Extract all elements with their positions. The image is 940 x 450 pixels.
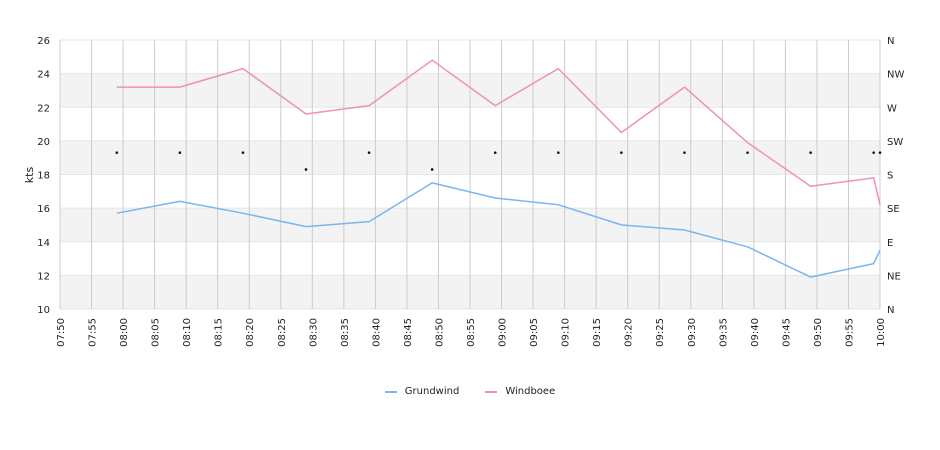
y2-axis-ticks: N NE E SE S SW W NW N xyxy=(887,36,904,316)
direction-marker xyxy=(304,168,308,171)
y2-tick-label: E xyxy=(887,238,893,249)
y2-tick-label: N xyxy=(887,36,894,47)
y-axis-label: kts xyxy=(23,167,36,184)
y-tick-label: 26 xyxy=(37,36,50,47)
x-tick-label: 09:15 xyxy=(592,318,603,347)
y-axis-ticks: 10 12 14 16 18 20 22 24 26 xyxy=(37,36,50,316)
y2-tick-label: NW xyxy=(887,70,904,81)
series-lines xyxy=(116,59,881,278)
x-tick-label: 08:10 xyxy=(182,318,193,347)
x-tick-label: 10:00 xyxy=(876,318,887,347)
legend-label-windboee: Windboee xyxy=(505,386,556,397)
y-tick-label: 10 xyxy=(37,305,50,316)
direction-marker xyxy=(493,151,497,154)
legend: Grundwind Windboee xyxy=(0,386,940,397)
direction-marker xyxy=(878,151,882,154)
direction-marker xyxy=(746,151,749,154)
x-tick-label: 09:30 xyxy=(687,318,698,347)
x-tick-label: 07:50 xyxy=(56,318,67,347)
direction-marker xyxy=(178,151,182,154)
x-tick-label: 08:25 xyxy=(277,318,288,347)
y-tick-label: 18 xyxy=(37,171,50,182)
y-tick-label: 20 xyxy=(37,137,50,148)
legend-swatch-grundwind xyxy=(384,390,397,393)
x-tick-label: 08:15 xyxy=(214,318,225,347)
legend-label-grundwind: Grundwind xyxy=(404,386,460,397)
x-axis-ticks: 07:50 07:55 08:00 08:05 08:10 08:15 08:20 08:25… xyxy=(56,318,887,347)
x-tick-label: 09:50 xyxy=(813,318,824,347)
direction-marker xyxy=(557,151,560,154)
vertical-gridlines xyxy=(59,40,881,309)
x-tick-label: 08:20 xyxy=(245,318,256,347)
y-tick-label: 16 xyxy=(37,204,50,215)
y-tick-label: 22 xyxy=(37,103,50,114)
y-tick-label: 24 xyxy=(37,70,50,81)
direction-marker xyxy=(367,151,371,154)
legend-item-windboee[interactable]: Windboee xyxy=(485,386,555,397)
series-line-windboee xyxy=(116,59,881,205)
x-tick-label: 08:50 xyxy=(434,318,445,347)
x-tick-label: 08:45 xyxy=(403,318,414,347)
y-tick-label: 14 xyxy=(37,238,50,249)
x-tick-label: 09:45 xyxy=(781,318,792,347)
direction-marker xyxy=(683,151,686,154)
y2-tick-label: S xyxy=(887,171,893,182)
legend-item-grundwind[interactable]: Grundwind xyxy=(384,386,460,397)
series-line-grundwind xyxy=(116,182,881,278)
x-tick-label: 08:55 xyxy=(466,318,477,347)
x-tick-label: 08:00 xyxy=(119,318,130,347)
x-tick-label: 09:40 xyxy=(750,318,761,347)
x-tick-label: 09:10 xyxy=(561,318,572,347)
direction-marker xyxy=(430,168,434,171)
x-tick-label: 09:35 xyxy=(718,318,729,347)
x-tick-label: 08:40 xyxy=(371,318,382,347)
x-tick-label: 08:05 xyxy=(151,318,162,347)
x-tick-label: 07:55 xyxy=(88,318,99,347)
y2-tick-label: W xyxy=(887,103,897,114)
x-tick-label: 09:55 xyxy=(844,318,855,347)
direction-markers xyxy=(115,151,882,171)
legend-swatch-windboee xyxy=(485,390,498,393)
direction-marker xyxy=(872,151,875,154)
x-tick-label: 09:05 xyxy=(529,318,540,347)
x-tick-label: 09:00 xyxy=(498,318,509,347)
x-tick-label: 09:20 xyxy=(624,318,635,347)
direction-marker xyxy=(115,151,119,154)
direction-marker xyxy=(620,151,623,154)
y-tick-label: 12 xyxy=(37,271,50,282)
y2-tick-label: SW xyxy=(887,137,903,148)
y2-tick-label: NE xyxy=(887,271,901,282)
y2-tick-label: SE xyxy=(887,204,900,215)
x-tick-label: 08:35 xyxy=(340,318,351,347)
x-tick-label: 08:30 xyxy=(308,318,319,347)
direction-marker xyxy=(809,151,812,154)
direction-marker xyxy=(241,151,245,154)
x-tick-label: 09:25 xyxy=(655,318,666,347)
y2-tick-label: N xyxy=(887,305,894,316)
